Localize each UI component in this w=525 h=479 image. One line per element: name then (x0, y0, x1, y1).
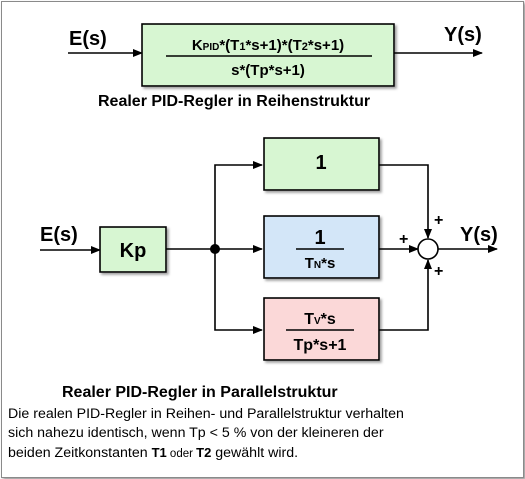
parallel-caption: Realer PID-Regler in Parallelstruktur (62, 384, 338, 401)
i-block-numerator: 1 (314, 227, 325, 249)
d-block-denominator: Tp*s+1 (294, 337, 347, 354)
sum-sign-bottom: + (434, 263, 443, 280)
i-block (263, 215, 380, 279)
parallel-output-label: Y(s) (460, 224, 498, 246)
d-block-numerator: TV*s (304, 311, 336, 328)
bottom-branch-line (214, 249, 263, 334)
note-paragraph: Die realen PID-Regler in Reihen- und Par… (8, 405, 518, 464)
top-branch-line (214, 161, 263, 249)
series-numerator: KPID*(T1*s+1)*(T2*s+1) (192, 37, 344, 54)
d-output-line (379, 259, 432, 331)
p-output-line (379, 164, 432, 239)
series-input-label: E(s) (69, 28, 107, 50)
gain-block (99, 226, 167, 273)
series-caption: Realer PID-Regler in Reihenstruktur (98, 93, 371, 110)
series-transfer-block (141, 23, 395, 87)
note-line-2: sich nahezu identisch, wenn Tp < 5 % von… (8, 425, 384, 441)
sum-sign-middle: + (399, 231, 408, 248)
note-line-3: beiden Zeitkonstanten T1 oder T2 gewählt… (8, 445, 299, 461)
summing-junction (417, 238, 439, 260)
note-line-1: Die realen PID-Regler in Reihen- und Par… (8, 406, 404, 422)
series-denominator: s*(Tp*s+1) (231, 62, 305, 79)
series-output-label: Y(s) (444, 24, 482, 46)
gain-block-label: Kp (120, 240, 147, 262)
t1-symbol: T1 (151, 445, 167, 460)
sum-sign-top: + (434, 212, 443, 229)
p-block-label: 1 (315, 152, 326, 174)
d-block (263, 297, 380, 361)
p-block (263, 137, 380, 191)
i-block-denominator: TN*s (305, 255, 336, 272)
parallel-input-label: E(s) (40, 224, 78, 246)
t2-symbol: T2 (196, 445, 212, 460)
